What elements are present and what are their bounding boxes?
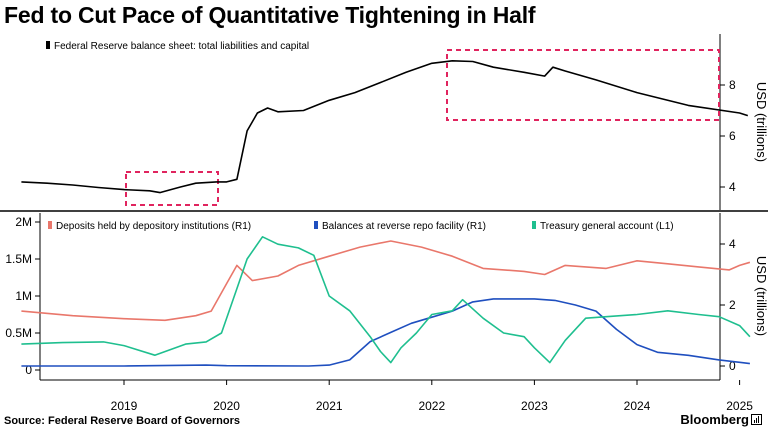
right-ytick-label: 4 xyxy=(729,237,736,251)
top-panel: 4 6 8 USD (trillions) Federal Reserve balanc… xyxy=(0,34,768,212)
right-ytick-label: 0 xyxy=(729,359,736,373)
brand-name: Bloomberg xyxy=(680,412,749,427)
series-line-balances-at-reverse-repo-facility-r1 xyxy=(21,298,751,367)
bottom-y-axis-label: USD (trillions) xyxy=(754,256,768,336)
top-ytick-label: 8 xyxy=(729,78,736,92)
xtick-label: 2025 xyxy=(726,399,753,413)
highlight-box-2019 xyxy=(125,171,219,206)
top-y-axis-label: USD (trillions) xyxy=(754,82,768,162)
series-line-treasury-general-account-l1 xyxy=(21,236,751,364)
source-note: Source: Federal Reserve Board of Governo… xyxy=(4,415,240,427)
left-ytick-label: 1.5M xyxy=(5,252,32,266)
bottom-panel: 0 0.5M 1M 1.5M 2M 0 2 4 USD (trillions) 2019 2020 2… xyxy=(5,213,768,413)
highlight-box-2022-2025 xyxy=(446,49,720,121)
xtick-label: 2021 xyxy=(316,399,343,413)
top-plot-area xyxy=(40,34,720,210)
right-ytick-label: 2 xyxy=(729,298,736,312)
legend-label-balance-sheet: Federal Reserve balance sheet: total lia… xyxy=(54,41,309,52)
xtick-label: 2022 xyxy=(418,399,445,413)
legend-label-treasury-general-account-l1: Treasury general account (L1) xyxy=(540,221,674,232)
legend-swatch-deposits-held-by-depository-institutions-r1 xyxy=(48,221,52,229)
left-ytick-label: 0.5M xyxy=(5,326,32,340)
brand-mark-icon xyxy=(751,414,762,425)
top-ytick-label: 6 xyxy=(729,129,736,143)
legend-swatch-treasury-general-account-l1 xyxy=(532,221,536,229)
left-ytick-label: 1M xyxy=(15,289,32,303)
chart-title: Fed to Cut Pace of Quantitative Tighteni… xyxy=(4,2,536,28)
brand-logo: Bloomberg xyxy=(680,412,762,427)
left-ytick-label: 2M xyxy=(15,215,32,229)
xtick-label: 2023 xyxy=(521,399,548,413)
xtick-label: 2019 xyxy=(111,399,138,413)
top-ytick-label: 4 xyxy=(729,180,736,194)
legend-label-deposits-held-by-depository-institutions-r1: Deposits held by depository institutions… xyxy=(56,221,251,232)
left-ytick-label: 0 xyxy=(25,363,32,377)
legend-swatch-balance-sheet xyxy=(46,41,50,49)
legend-swatch-balances-at-reverse-repo-facility-r1 xyxy=(314,221,318,229)
legend-label-balances-at-reverse-repo-facility-r1: Balances at reverse repo facility (R1) xyxy=(322,221,486,232)
xtick-label: 2020 xyxy=(213,399,240,413)
series-line-deposits-held-by-depository-institutions-r1 xyxy=(21,240,751,322)
series-line-balance-sheet xyxy=(21,60,749,194)
xtick-label: 2024 xyxy=(624,399,651,413)
